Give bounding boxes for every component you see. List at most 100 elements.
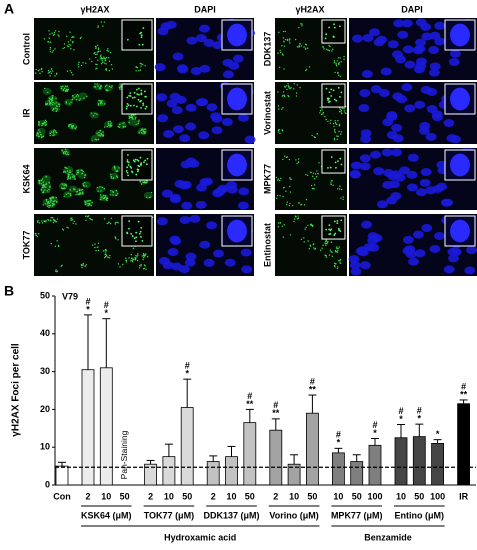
- focus: [97, 190, 99, 192]
- focus: [102, 134, 105, 136]
- focus: [113, 165, 116, 167]
- inset-focus: [334, 161, 337, 164]
- focus: [61, 264, 63, 266]
- focus: [103, 62, 106, 64]
- focus: [71, 173, 73, 176]
- inset-focus: [138, 165, 141, 168]
- focus: [310, 184, 313, 187]
- x-tick-label: 10: [289, 491, 299, 501]
- focus: [40, 188, 43, 190]
- nucleus: [109, 172, 119, 180]
- nucleus: [195, 183, 207, 192]
- inset-focus: [126, 171, 129, 174]
- focus: [277, 52, 279, 54]
- focus: [66, 170, 69, 172]
- focus: [54, 75, 56, 77]
- nucleus-glow: [42, 87, 52, 95]
- focus: [301, 23, 303, 25]
- focus: [40, 68, 43, 71]
- focus: [95, 68, 97, 70]
- focus: [286, 39, 289, 42]
- significance: #: [185, 361, 190, 371]
- nucleus: [43, 219, 50, 223]
- focus: [138, 120, 140, 123]
- nucleus: [96, 185, 106, 193]
- focus: [71, 126, 73, 128]
- nucleus: [206, 103, 218, 112]
- focus: [105, 255, 107, 258]
- x-tick-label: 2: [85, 491, 90, 501]
- nucleus: [109, 189, 119, 197]
- focus: [294, 38, 297, 41]
- inset-nucleus: [450, 153, 470, 177]
- inset-focus: [135, 231, 138, 234]
- inset-focus: [335, 166, 337, 169]
- focus: [339, 262, 341, 264]
- inset-focus: [336, 219, 339, 222]
- focus: [66, 70, 69, 72]
- focus: [110, 173, 112, 176]
- focus: [278, 31, 280, 34]
- nucleus: [111, 165, 121, 173]
- focus: [338, 74, 340, 76]
- focus: [145, 131, 147, 133]
- nucleus: [117, 263, 124, 268]
- nucleus: [50, 240, 60, 248]
- focus: [322, 111, 325, 114]
- focus: [64, 151, 66, 153]
- focus: [140, 132, 143, 134]
- focus: [312, 243, 315, 246]
- focus: [71, 98, 74, 101]
- inset-focus: [325, 87, 328, 90]
- bar: [350, 461, 364, 486]
- focus: [74, 188, 76, 190]
- nucleus: [178, 265, 190, 274]
- bar: [431, 443, 445, 486]
- group-label: KSK64 (μM): [81, 510, 132, 520]
- nucleus: [405, 250, 417, 259]
- nucleus: [370, 150, 382, 159]
- focus: [48, 37, 50, 39]
- nucleus: [67, 39, 74, 44]
- inset-focus: [129, 95, 132, 97]
- focus: [339, 258, 342, 261]
- focus: [38, 129, 40, 131]
- focus: [61, 150, 64, 152]
- inset-focus: [139, 156, 142, 159]
- focus: [140, 183, 143, 185]
- focus: [301, 25, 303, 27]
- focus: [330, 250, 332, 253]
- focus: [334, 120, 336, 122]
- focus: [283, 94, 285, 96]
- nucleus: [93, 83, 103, 91]
- focus: [97, 103, 100, 105]
- focus: [67, 173, 69, 175]
- nucleus: [221, 117, 233, 126]
- focus: [86, 203, 88, 205]
- inset-focus: [126, 231, 128, 234]
- focus: [325, 254, 327, 257]
- bar: [144, 463, 158, 486]
- focus: [84, 200, 86, 202]
- focus: [312, 172, 315, 174]
- bar: [180, 407, 194, 486]
- focus: [105, 63, 107, 65]
- focus: [54, 130, 57, 132]
- focus: [70, 124, 72, 126]
- focus: [293, 220, 295, 223]
- nucleus: [89, 111, 99, 119]
- focus: [334, 266, 336, 268]
- focus: [338, 62, 340, 64]
- focus: [66, 45, 69, 47]
- focus: [57, 34, 59, 36]
- focus: [140, 265, 142, 267]
- focus: [338, 246, 340, 248]
- nucleus: [434, 37, 446, 46]
- focus: [108, 70, 110, 72]
- focus: [51, 196, 53, 199]
- nucleus: [387, 40, 399, 49]
- focus: [65, 185, 68, 187]
- nucleus: [413, 65, 425, 74]
- focus: [46, 103, 48, 106]
- focus: [49, 70, 51, 73]
